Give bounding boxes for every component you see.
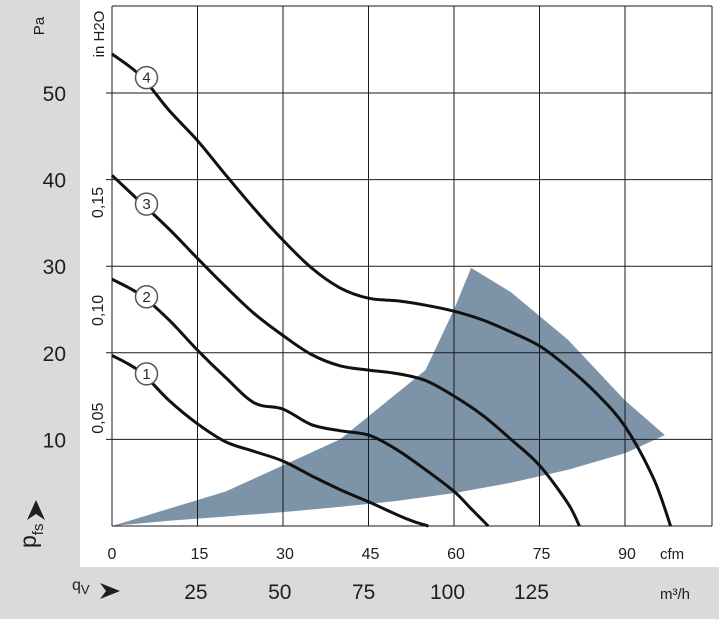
x-primary-tick: 75 <box>533 546 551 563</box>
y-primary-tick: 10 <box>43 429 66 452</box>
x-primary-tick: 60 <box>447 546 465 563</box>
series-curve-2 <box>111 277 490 528</box>
series-label-circle <box>134 362 159 386</box>
series-label-2: 2 <box>142 289 150 306</box>
flow-symbol: qV <box>72 577 90 597</box>
series-curve-4 <box>111 52 673 527</box>
pressure-symbol-main: p <box>15 535 41 548</box>
y-primary-tick: 50 <box>43 83 66 106</box>
curve-layer: 1 2 3 4 <box>110 52 673 528</box>
y-primary-tick: 20 <box>43 343 66 366</box>
series-curve-1 <box>111 354 429 528</box>
operating-zone <box>112 267 665 526</box>
x-primary-tick: 15 <box>191 546 209 563</box>
y-primary-tick: 40 <box>43 170 66 193</box>
flow-arrow-icon <box>100 583 120 599</box>
series-label-3: 3 <box>142 196 150 213</box>
x-primary-tick: 90 <box>618 546 636 563</box>
operating-zone-layer <box>112 267 665 526</box>
x-secondary-tick: 25 <box>184 581 207 604</box>
y-secondary-tick: 0,10 <box>90 295 107 326</box>
bottom-axis-band <box>0 567 719 619</box>
x-secondary-tick: 100 <box>430 581 465 604</box>
x-secondary-tick: 125 <box>514 581 549 604</box>
series-label-4: 4 <box>142 70 150 87</box>
series-label-1: 1 <box>142 366 150 383</box>
y-secondary-tick: 0,15 <box>90 187 107 218</box>
x-secondary-unit: m³/h <box>660 586 690 603</box>
x-primary-tick: 0 <box>108 546 117 563</box>
y-secondary-unit: in H2O <box>91 11 108 58</box>
x-secondary-tick: 75 <box>352 581 375 604</box>
y-secondary-tick: 0,05 <box>90 403 107 434</box>
series-label-circle <box>134 285 159 309</box>
flow-symbol-main: q <box>72 577 81 594</box>
x-secondary-tick: 50 <box>268 581 291 604</box>
pressure-symbol-sub: fs <box>30 524 47 536</box>
x-primary-unit: cfm <box>660 546 684 563</box>
x-primary-tick: 45 <box>362 546 380 563</box>
series-label-circle <box>134 65 159 90</box>
pressure-arrow-icon <box>27 500 45 520</box>
tick-layer: 10 20 30 40 50 0,05 0,10 0,15 0 15 30 45 60 75 90 25 50 7… <box>43 83 636 604</box>
flow-symbol-sub: V <box>81 582 90 597</box>
series-curve-3 <box>110 174 581 527</box>
pressure-symbol: pfs <box>15 524 47 548</box>
x-primary-tick: 30 <box>276 546 294 563</box>
y-primary-tick: 30 <box>43 256 66 279</box>
series-label-circle <box>134 192 159 216</box>
y-primary-unit: Pa <box>31 16 48 35</box>
